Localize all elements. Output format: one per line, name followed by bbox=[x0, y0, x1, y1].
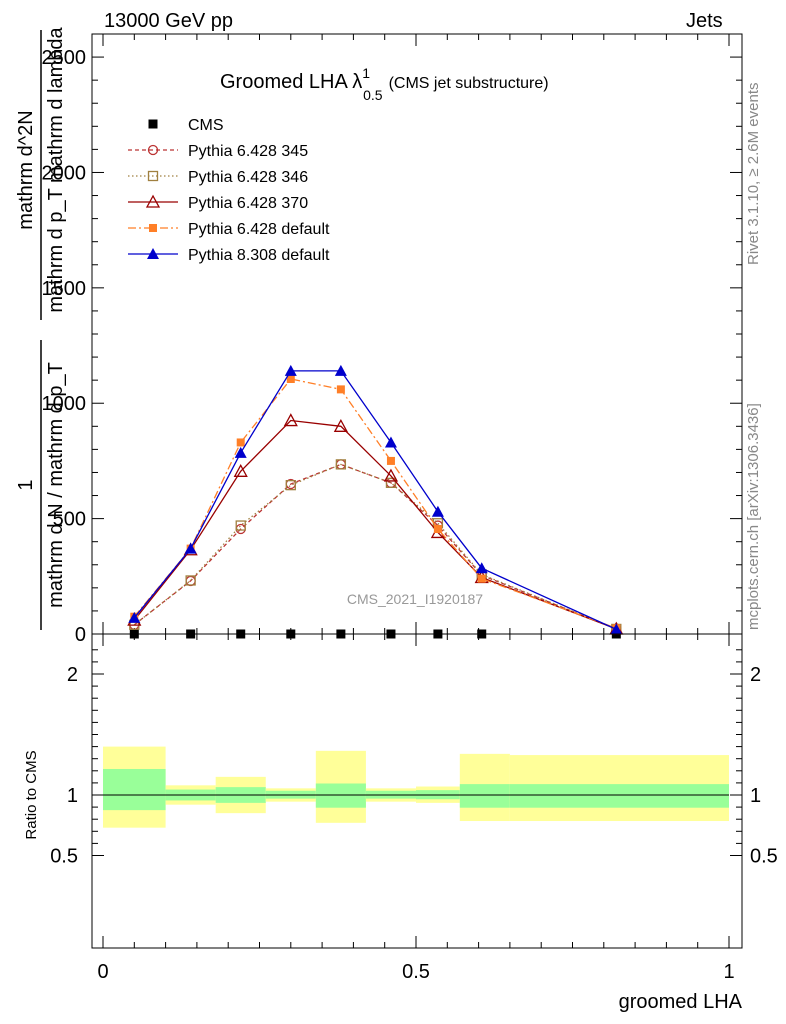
x-axis-label: groomed LHA bbox=[619, 991, 743, 1013]
data-point bbox=[334, 364, 347, 376]
header-right: Jets bbox=[686, 10, 723, 32]
top-panel-series bbox=[127, 364, 624, 639]
legend-label: Pythia 6.428 345 bbox=[188, 143, 308, 160]
legend-marker bbox=[145, 194, 161, 208]
y-label-right-den: mathrm d p_T mathrm d lambda bbox=[45, 26, 67, 312]
data-point bbox=[236, 438, 245, 447]
y-tick-label: 2500 bbox=[42, 47, 87, 69]
y-tick-label: 0 bbox=[75, 624, 86, 646]
legend-marker bbox=[148, 119, 158, 129]
data-point bbox=[284, 364, 297, 376]
ratio-bands bbox=[103, 746, 729, 828]
y-label-right-num: mathrm d^2N bbox=[15, 110, 37, 229]
bottom-panel-text: 0.5 0.5 1 1 2 2 0 0.5 1 groomed LHA Ratio to CMS bbox=[23, 664, 778, 1013]
data-point bbox=[286, 375, 295, 383]
inner-band-bin bbox=[315, 783, 366, 808]
legend: CMS Pythia 6.428 345 Pythia 6.428 346 Pythi… bbox=[128, 117, 330, 264]
legend-label: Pythia 8.308 default bbox=[188, 247, 330, 264]
ratio-y-label-group: Ratio to CMS bbox=[23, 750, 40, 839]
data-point bbox=[385, 477, 397, 488]
ratio-y-tick-label-right: 1 bbox=[750, 785, 761, 807]
legend-entry: Pythia 6.428 346 bbox=[128, 169, 308, 186]
series-line bbox=[133, 463, 617, 630]
inner-band-bin bbox=[459, 784, 510, 808]
series-2 bbox=[129, 459, 622, 635]
ratio-y-axis-label: Ratio to CMS bbox=[23, 750, 40, 839]
data-point bbox=[431, 505, 444, 517]
data-point bbox=[233, 463, 248, 477]
series-1 bbox=[129, 459, 622, 635]
data-point bbox=[336, 385, 345, 394]
legend-marker bbox=[147, 144, 159, 156]
ratio-y-tick-label: 1 bbox=[67, 785, 78, 807]
legend-entry: Pythia 6.428 default bbox=[128, 221, 330, 238]
legend-label: Pythia 6.428 346 bbox=[188, 169, 308, 186]
x-tick-label: 1 bbox=[723, 961, 734, 983]
series-5 bbox=[128, 364, 623, 635]
legend-label: CMS bbox=[188, 117, 224, 134]
analysis-watermark: CMS_2021_I1920187 bbox=[347, 591, 483, 607]
data-point bbox=[610, 623, 623, 635]
data-point bbox=[235, 520, 246, 531]
y-tick-label: 2000 bbox=[42, 162, 87, 184]
inner-band-bin bbox=[103, 768, 166, 811]
data-point bbox=[383, 468, 399, 482]
data-point bbox=[477, 574, 486, 583]
ratio-y-tick-label-right: 0.5 bbox=[750, 846, 778, 868]
ratio-y-tick-label: 2 bbox=[67, 664, 78, 686]
legend-marker bbox=[149, 224, 157, 232]
bottom-panel-ticks bbox=[92, 634, 742, 948]
y-axis-label: mathrm d^2N mathrm d p_T mathrm d lambda 1… bbox=[15, 26, 67, 630]
data-point bbox=[384, 436, 397, 448]
data-point bbox=[234, 446, 247, 458]
data-point bbox=[475, 562, 488, 574]
chart-title: Groomed LHA λ1 0.5(CMS jet substructure) bbox=[220, 65, 549, 103]
data-point bbox=[128, 611, 141, 623]
inner-band-bin bbox=[509, 784, 729, 808]
y-label-left-num: 1 bbox=[15, 479, 37, 490]
ratio-y-tick-label-right: 2 bbox=[750, 664, 761, 686]
data-point bbox=[386, 456, 395, 465]
bottom-frame bbox=[91, 633, 743, 949]
y-tick-label: 1500 bbox=[42, 278, 87, 300]
data-point bbox=[184, 542, 197, 554]
y-label-left-den: mathrm d N / mathrm d p_T bbox=[45, 362, 67, 608]
legend-entry: Pythia 8.308 default bbox=[128, 247, 330, 264]
top-panel-text: 0 500 1000 1500 2000 2500 Groomed LHA λ1 0.5(CM… bbox=[15, 26, 549, 646]
header-left: 13000 GeV pp bbox=[104, 10, 233, 32]
legend-label: Pythia 6.428 370 bbox=[188, 195, 308, 212]
bottom-panel-background bbox=[91, 633, 743, 949]
legend-marker bbox=[147, 248, 159, 259]
legend-marker bbox=[147, 170, 159, 182]
data-point bbox=[285, 480, 296, 491]
data-point bbox=[283, 413, 298, 427]
legend-entry: CMS bbox=[148, 117, 224, 134]
y-tick-label: 500 bbox=[53, 509, 86, 531]
legend-entry: Pythia 6.428 345 bbox=[128, 143, 308, 160]
data-point bbox=[433, 525, 442, 533]
y-tick-label: 1000 bbox=[42, 393, 87, 415]
data-point bbox=[185, 575, 196, 586]
data-point bbox=[333, 418, 348, 432]
data-point bbox=[335, 459, 347, 470]
x-tick-label: 0 bbox=[97, 961, 108, 983]
legend-entry: Pythia 6.428 370 bbox=[128, 194, 308, 212]
ratio-y-tick-label: 0.5 bbox=[50, 846, 78, 868]
legend-label: Pythia 6.428 default bbox=[188, 221, 330, 238]
x-tick-label: 0.5 bbox=[402, 961, 430, 983]
series-line bbox=[133, 419, 617, 630]
